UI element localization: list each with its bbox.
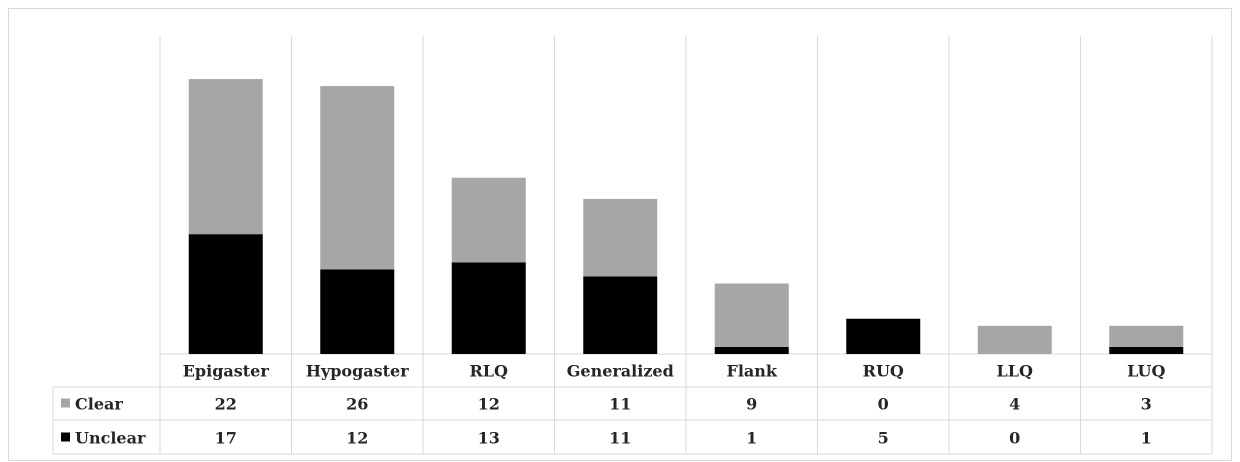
table-value-unclear-generalized: 11	[609, 429, 631, 448]
table-value-clear-generalized: 11	[609, 395, 631, 414]
bar-unclear-luq	[1109, 346, 1184, 354]
bar-clear-hypogaster	[320, 86, 395, 270]
bar-unclear-epigaster	[188, 234, 263, 354]
table-value-unclear-epigaster: 17	[215, 429, 237, 448]
table-value-clear-luq: 3	[1141, 395, 1152, 414]
category-label-ruq: RUQ	[863, 362, 904, 381]
bar-unclear-hypogaster	[320, 269, 395, 354]
category-label-llq: LLQ	[997, 362, 1034, 381]
bar-unclear-ruq	[846, 318, 921, 354]
bar-unclear-generalized	[583, 276, 658, 354]
bar-clear-llq	[977, 325, 1052, 354]
table-value-unclear-ruq: 5	[878, 429, 889, 448]
legend-swatch-unclear	[61, 432, 70, 442]
bar-clear-flank	[714, 283, 789, 347]
bar-unclear-rlq	[451, 262, 526, 354]
bar-unclear-flank	[714, 346, 789, 354]
bar-clear-luq	[1109, 325, 1184, 347]
category-label-luq: LUQ	[1127, 362, 1165, 381]
table-value-clear-ruq: 0	[878, 395, 889, 414]
table-value-unclear-hypogaster: 12	[346, 429, 368, 448]
category-label-epigaster: Epigaster	[183, 362, 270, 381]
table-value-unclear-rlq: 13	[478, 429, 500, 448]
category-label-rlq: RLQ	[470, 362, 509, 381]
table-value-clear-hypogaster: 26	[346, 395, 368, 414]
category-label-generalized: Generalized	[567, 362, 674, 381]
table-value-unclear-flank: 1	[746, 429, 757, 448]
chart-frame	[8, 8, 1232, 461]
table-value-clear-flank: 9	[746, 395, 757, 414]
category-label-flank: Flank	[726, 362, 777, 381]
table-value-unclear-luq: 1	[1141, 429, 1152, 448]
legend-label-clear: Clear	[75, 395, 123, 414]
legend-label-unclear: Unclear	[75, 429, 146, 448]
table-value-clear-llq: 4	[1009, 395, 1020, 414]
table-value-clear-epigaster: 22	[215, 395, 237, 414]
bar-clear-generalized	[583, 198, 658, 277]
category-label-hypogaster: Hypogaster	[306, 362, 409, 381]
legend-swatch-clear	[61, 398, 70, 408]
bar-clear-epigaster	[188, 79, 263, 235]
bar-clear-rlq	[451, 177, 526, 263]
table-value-clear-rlq: 12	[478, 395, 500, 414]
table-value-unclear-llq: 0	[1009, 429, 1020, 448]
